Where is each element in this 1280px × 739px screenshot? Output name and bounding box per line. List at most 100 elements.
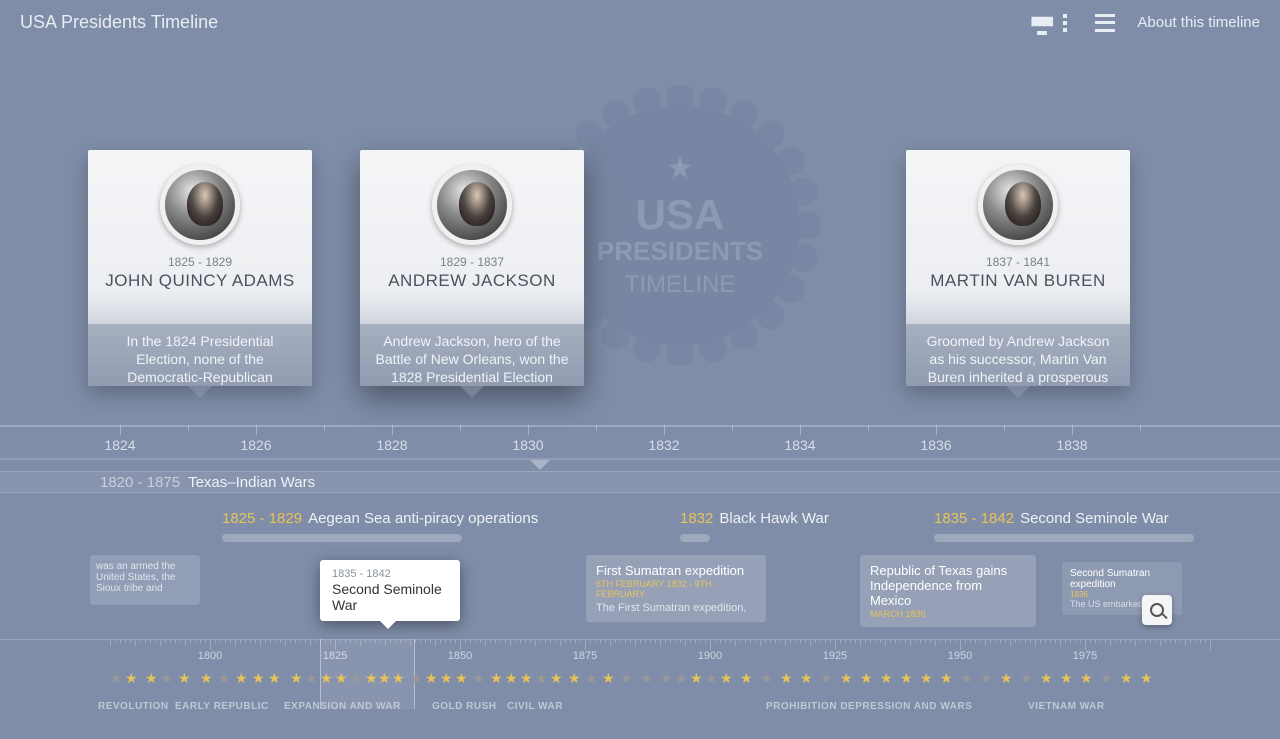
event-box-title: Republic of Texas gains Independence fro… [870,563,1026,608]
overview-star-icon[interactable]: ★ [860,670,873,687]
overview-star-icon[interactable]: ★ [145,670,158,687]
tooltip-years: 1835 - 1842 [332,568,448,580]
overview-star-icon[interactable]: ★ [490,670,503,687]
overview-star-icon[interactable]: ★ [235,670,248,687]
about-link[interactable]: About this timeline [1137,14,1260,31]
overview-star-icon[interactable]: ★ [335,670,348,687]
president-cards: 1825 - 1829JOHN QUINCY ADAMSIn the 1824 … [0,150,1280,400]
overview-star-icon[interactable]: ★ [740,670,753,687]
overview-star-icon[interactable]: ★ [378,670,391,687]
era-years: 1820 - 1875 [100,474,180,491]
overview-star-icon[interactable]: ★ [780,670,793,687]
overview-star-icon[interactable]: ★ [392,670,405,687]
overview-star-icon[interactable]: ★ [535,670,548,687]
overview-star-icon[interactable]: ★ [200,670,213,687]
overview-star-icon[interactable]: ★ [1000,670,1013,687]
overview-star-icon[interactable]: ★ [660,670,673,687]
event-name: Black Hawk War [719,510,828,527]
timeline-axis[interactable]: 18241826182818301832183418361838 [0,425,1280,460]
view-columns-icon[interactable] [1063,14,1085,32]
axis-current-marker [530,460,550,470]
overview-era-label[interactable]: VIETNAM WAR [1028,701,1105,712]
overview-star-icon[interactable]: ★ [520,670,533,687]
president-card[interactable]: 1837 - 1841MARTIN VAN BURENGroomed by An… [906,150,1130,386]
view-presentation-icon[interactable] [1031,14,1053,32]
overview-year-label: 1950 [948,650,972,662]
overview-star-icon[interactable]: ★ [602,670,615,687]
timeline-event[interactable]: 1832 Black Hawk War [680,510,829,528]
president-card[interactable]: 1829 - 1837ANDREW JACKSONAndrew Jackson,… [360,150,584,386]
overview-star-icon[interactable]: ★ [1020,670,1033,687]
overview-star-icon[interactable]: ★ [305,670,318,687]
overview-star-icon[interactable]: ★ [1040,670,1053,687]
overview-star-icon[interactable]: ★ [110,670,123,687]
overview-star-icon[interactable]: ★ [705,670,718,687]
overview-era-label[interactable]: GOLD RUSH [432,701,497,712]
overview-year-label: 1850 [448,650,472,662]
overview-star-icon[interactable]: ★ [900,670,913,687]
overview-star-icon[interactable]: ★ [820,670,833,687]
overview-star-icon[interactable]: ★ [505,670,518,687]
event-years: 1835 - 1842 [934,510,1014,527]
overview-era-label[interactable]: PROHIBITION DEPRESSION AND WARS [766,701,972,712]
president-portrait [432,165,512,245]
overview-era-label[interactable]: EXPANSION AND WAR [284,701,401,712]
overview-star-icon[interactable]: ★ [1140,670,1153,687]
overview-star-icon[interactable]: ★ [620,670,633,687]
overview-star-icon[interactable]: ★ [1080,670,1093,687]
overview-star-icon[interactable]: ★ [218,670,231,687]
overview-star-icon[interactable]: ★ [960,670,973,687]
overview-era-label[interactable]: CIVIL WAR [507,701,563,712]
overview-star-icon[interactable]: ★ [350,670,363,687]
overview-star-icon[interactable]: ★ [840,670,853,687]
overview-star-icon[interactable]: ★ [178,670,191,687]
overview-star-icon[interactable]: ★ [690,670,703,687]
overview-star-icon[interactable]: ★ [472,670,485,687]
overview-star-icon[interactable]: ★ [160,670,173,687]
overview-star-icon[interactable]: ★ [980,670,993,687]
event-name: Second Seminole War [1020,510,1169,527]
overview-star-icon[interactable]: ★ [720,670,733,687]
overview-star-icon[interactable]: ★ [940,670,953,687]
overview-star-icon[interactable]: ★ [268,670,281,687]
timeline-event[interactable]: 1825 - 1829Aegean Sea anti-piracy operat… [222,510,538,528]
overview-star-icon[interactable]: ★ [410,670,423,687]
event-detail-box[interactable]: Republic of Texas gains Independence fro… [860,555,1036,627]
overview-star-icon[interactable]: ★ [550,670,563,687]
overview-star-icon[interactable]: ★ [920,670,933,687]
overview-star-icon[interactable]: ★ [455,670,468,687]
overview-star-icon[interactable]: ★ [585,670,598,687]
overview-star-icon[interactable]: ★ [800,670,813,687]
president-desc: Groomed by Andrew Jackson as his success… [906,324,1130,386]
president-desc: In the 1824 Presidential Election, none … [88,324,312,386]
overview-star-icon[interactable]: ★ [1100,670,1113,687]
overview-star-icon[interactable]: ★ [365,670,378,687]
view-list-icon[interactable] [1095,14,1117,32]
overview-star-icon[interactable]: ★ [440,670,453,687]
timeline-event[interactable]: 1835 - 1842 Second Seminole War [934,510,1169,528]
overview-star-icon[interactable]: ★ [640,670,653,687]
overview-star-icon[interactable]: ★ [1060,670,1073,687]
overview-star-icon[interactable]: ★ [252,670,265,687]
overview-timeline[interactable]: 18001825185018751900192519501975 ★★★★★★★… [0,639,1280,739]
overview-star-icon[interactable]: ★ [568,670,581,687]
overview-star-icon[interactable]: ★ [675,670,688,687]
overview-star-icon[interactable]: ★ [760,670,773,687]
president-years: 1829 - 1837 [440,255,504,269]
overview-star-icon[interactable]: ★ [425,670,438,687]
overview-era-label[interactable]: REVOLUTION [98,701,169,712]
overview-star-icon[interactable]: ★ [320,670,333,687]
overview-star-icon[interactable]: ★ [880,670,893,687]
overview-era-label[interactable]: EARLY REPUBLIC [175,701,269,712]
overview-star-icon[interactable]: ★ [125,670,138,687]
event-duration-bar [680,534,710,542]
magnify-icon [1150,603,1164,617]
overview-star-icon[interactable]: ★ [1120,670,1133,687]
event-detail-box[interactable]: First Sumatran expedition6TH FEBRUARY 18… [586,555,766,622]
era-bar[interactable]: 1820 - 1875 Texas–Indian Wars [0,471,1280,493]
president-card[interactable]: 1825 - 1829JOHN QUINCY ADAMSIn the 1824 … [88,150,312,386]
overview-year-label: 1800 [198,650,222,662]
overview-star-icon[interactable]: ★ [290,670,303,687]
zoom-button[interactable] [1142,595,1172,625]
event-years: 1832 [680,510,713,527]
